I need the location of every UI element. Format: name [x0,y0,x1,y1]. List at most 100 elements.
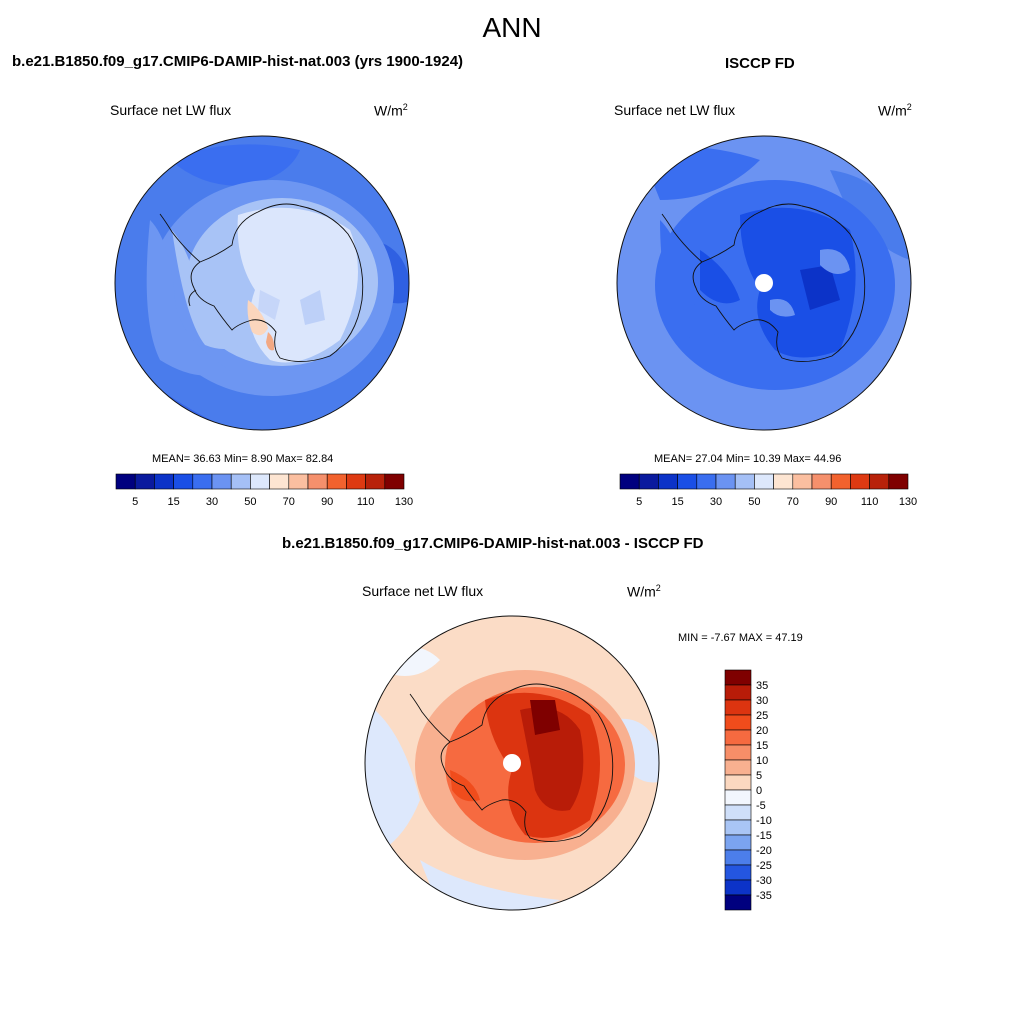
map-3-pole-missing [503,754,521,772]
colorbar-1-tick-label: 130 [395,496,413,508]
colorbar-3-tick-label: 25 [756,710,768,722]
colorbar-3-swatch [724,714,752,731]
panel-3-stats: MIN = -7.67 MAX = 47.19 [678,632,803,644]
map-3-field [365,616,659,910]
colorbar-1-swatch [346,473,366,490]
colorbar-2-swatch [658,473,678,490]
colorbar-1-swatch [269,473,290,490]
colorbar-1-tick-label: 110 [357,496,375,508]
colorbar-3-swatch [724,864,752,881]
panel-2-variable: Surface net LW flux [614,102,736,118]
colorbar-1-swatch [211,473,232,490]
colorbar-3-tick-label: -15 [756,830,772,842]
colorbar-3-swatch [724,669,752,686]
colorbar-2-swatch [869,473,890,490]
colorbar-3-swatch [724,894,752,911]
colorbar-3-swatch [724,774,752,791]
map-1-boundary [114,135,410,431]
colorbar-2-swatch [888,473,909,490]
colorbar-2-tick-label: 130 [899,496,917,508]
colorbar-3-tick-label: 20 [756,725,768,737]
panel-2-units: W/m2 [878,102,912,119]
panel-1-units: W/m2 [374,102,408,119]
colorbar-1-swatch [250,473,270,490]
colorbar-2-swatch [619,473,640,490]
colorbar-1-tick-label: 5 [132,496,138,508]
colorbar-3-swatch [724,789,752,806]
panel-3-variable: Surface net LW flux [362,583,484,599]
panel-3-title: b.e21.B1850.f09_g17.CMIP6-DAMIP-hist-nat… [282,535,704,552]
map-1-colorbar: 5 15 30 50 70 90 110 130 [115,473,413,508]
colorbar-1-tick-label: 90 [321,496,333,508]
colorbar-3-tick-label: -30 [756,875,772,887]
colorbar-1-swatch [134,473,155,490]
colorbar-3-tick-label: 5 [756,770,762,782]
map-2-coastline [661,203,866,362]
colorbar-3-swatch [724,699,752,716]
colorbar-2-swatch [677,473,698,490]
panel-2-title: ISCCP FD [725,55,795,72]
colorbar-3-tick-label: -5 [756,800,766,812]
colorbar-2-swatch [696,473,717,490]
colorbar-2-tick-label: 30 [710,496,722,508]
colorbar-3-swatch [724,849,752,866]
colorbar-3-tick-label: 0 [756,785,762,797]
colorbar-3-swatch [724,729,752,746]
panel-3-units: W/m2 [627,583,661,600]
colorbar-2-swatch [811,473,832,490]
colorbar-2-swatch [850,473,870,490]
colorbar-2-swatch [715,473,736,490]
colorbar-1-swatch [115,473,136,490]
map-1-coastline [159,203,364,362]
colorbar-3-tick-label: 15 [756,740,768,752]
panel-1-title: b.e21.B1850.f09_g17.CMIP6-DAMIP-hist-nat… [12,53,464,70]
main-title: ANN [482,12,542,43]
map-1-field [115,136,409,430]
colorbar-3-swatch [724,759,752,776]
colorbar-3-tick-label: 30 [756,695,768,707]
colorbar-3-tick-label: 35 [756,680,768,692]
colorbar-2-tick-label: 110 [861,496,879,508]
colorbar-1-swatch [384,473,405,490]
colorbar-2-swatch [830,473,851,490]
colorbar-2-tick-label: 5 [636,496,642,508]
map-2-colorbar: 5 15 30 50 70 90 110 130 [619,473,917,508]
colorbar-3-tick-label: -20 [756,845,772,857]
colorbar-1-tick-label: 50 [244,496,256,508]
colorbar-2-swatch [754,473,774,490]
colorbar-3-swatch [724,684,752,701]
colorbar-2-tick-label: 15 [671,496,683,508]
map-3-colorbar: 35 30 25 20 15 10 5 0 -5 -10 -15 -20 -25 -30 -35 [724,669,772,911]
colorbar-3-swatch [724,744,752,761]
panel-1-variable: Surface net LW flux [110,102,232,118]
panel-2-stats: MEAN= 27.04 Min= 10.39 Max= 44.96 [654,453,842,465]
colorbar-3-swatch [724,879,752,896]
colorbar-1-tick-label: 15 [167,496,179,508]
colorbar-2-swatch [792,473,813,490]
colorbar-3-tick-label: -35 [756,890,772,902]
colorbar-1-tick-label: 30 [206,496,218,508]
colorbar-2-tick-label: 50 [748,496,760,508]
colorbar-1-swatch [230,473,251,490]
colorbar-1-swatch [173,473,194,490]
colorbar-2-tick-label: 70 [787,496,799,508]
colorbar-2-swatch [638,473,659,490]
colorbar-1-swatch [326,473,347,490]
colorbar-3-swatch [724,834,752,851]
map-1-warm-patch [247,300,268,336]
map-3-coastline [409,683,614,842]
map-3-boundary [364,615,660,911]
colorbar-2-swatch [773,473,794,490]
map-2-pole-missing [755,274,773,292]
colorbar-3-tick-label: 10 [756,755,768,767]
colorbar-1-swatch [365,473,386,490]
colorbar-1-swatch [192,473,213,490]
map-2-boundary [616,135,912,431]
colorbar-1-swatch [288,473,309,490]
colorbar-3-swatch [724,819,752,836]
colorbar-1-tick-label: 70 [283,496,295,508]
colorbar-3-tick-label: -10 [756,815,772,827]
panel-1-stats: MEAN= 36.63 Min= 8.90 Max= 82.84 [152,453,334,465]
colorbar-1-swatch [307,473,328,490]
